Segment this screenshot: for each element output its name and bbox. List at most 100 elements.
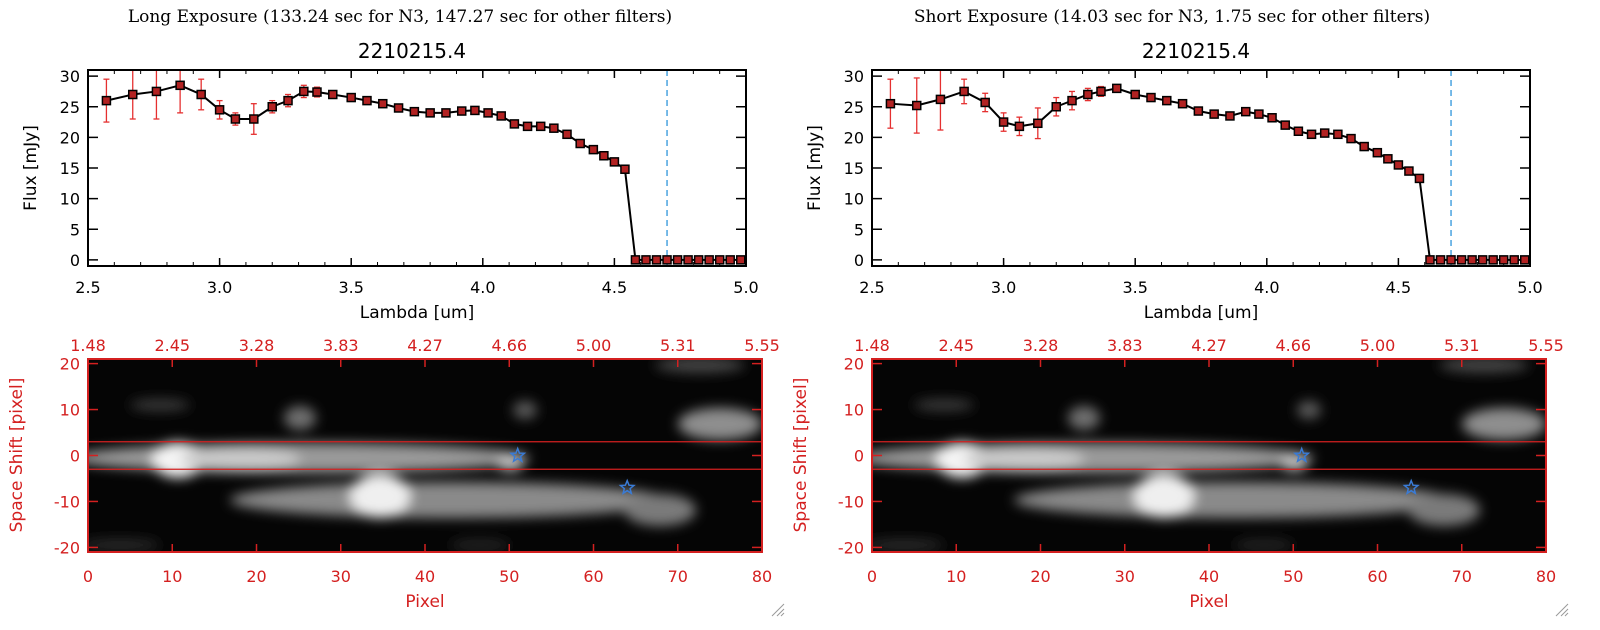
data-point xyxy=(175,80,185,91)
x-tick-label: 2.5 xyxy=(859,278,884,297)
image-y-tick-label: 0 xyxy=(854,447,864,466)
data-point xyxy=(1477,255,1488,265)
data-point xyxy=(441,108,451,118)
data-point xyxy=(588,144,599,155)
data-point xyxy=(620,164,630,174)
left-image-overlay: 0 10 20 30 40 50 60 70 80 1.48 2.45 3.28 3.83 4.27 4.6… xyxy=(54,336,780,586)
data-point xyxy=(1083,89,1093,100)
left-image-panel xyxy=(88,359,762,552)
data-point xyxy=(1162,95,1172,106)
data-point xyxy=(509,119,520,129)
data-point xyxy=(1359,141,1369,152)
data-point xyxy=(935,94,946,105)
x-tick-label: 4.0 xyxy=(1254,278,1279,297)
right-spectrum-frame xyxy=(871,69,1531,267)
data-point xyxy=(1267,113,1277,123)
data-point xyxy=(346,92,356,103)
data-point xyxy=(651,255,662,265)
image-y-tick-label: 10 xyxy=(844,401,864,420)
data-point xyxy=(959,86,969,97)
data-point xyxy=(980,97,990,108)
left-spectrum-plot: 2.5 3.0 3.5 4.0 4.5 5.0 0 5 10 15 20 25 30 xyxy=(60,67,759,297)
data-point xyxy=(214,105,225,115)
x-tick-label: 4.5 xyxy=(602,278,627,297)
data-point xyxy=(283,95,293,106)
data-point xyxy=(483,108,493,118)
image-top-tick-label: 3.83 xyxy=(323,336,359,355)
x-tick-label: 4.5 xyxy=(1386,278,1411,297)
x-tick-label: 2.5 xyxy=(75,278,100,297)
left-spectrum-ylabel: Flux [mJy] xyxy=(21,125,41,211)
x-tick-label: 5.0 xyxy=(1517,278,1542,297)
right-image-xlabel: Pixel xyxy=(1189,592,1228,612)
image-x-tick-label: 50 xyxy=(1283,567,1303,586)
data-point xyxy=(1033,118,1043,129)
data-point xyxy=(575,138,585,149)
data-point xyxy=(704,255,714,265)
data-point xyxy=(522,121,533,132)
image-x-tick-label: 70 xyxy=(668,567,688,586)
y-tick-label: 0 xyxy=(70,251,80,270)
data-point xyxy=(1498,255,1509,265)
data-point xyxy=(1293,126,1304,136)
image-x-tick-label: 30 xyxy=(331,567,351,586)
x-tick-label: 3.5 xyxy=(338,278,363,297)
x-tick-label: 3.5 xyxy=(1122,278,1147,297)
image-y-tick-label: -10 xyxy=(54,492,80,511)
image-top-tick-label: 2.45 xyxy=(154,336,190,355)
image-x-tick-label: 10 xyxy=(162,567,182,586)
y-tick-label: 25 xyxy=(844,98,864,117)
data-point xyxy=(885,98,896,109)
series-line xyxy=(106,84,741,261)
data-point xyxy=(562,129,572,140)
left-image-frame xyxy=(87,358,763,553)
left-header: Long Exposure (133.24 sec for N3, 147.27… xyxy=(128,7,672,27)
data-point xyxy=(409,106,420,117)
data-point xyxy=(1280,120,1290,130)
y-tick-label: 30 xyxy=(844,67,864,86)
data-point xyxy=(1193,106,1204,116)
right-spectrum-plot: 2.5 3.0 3.5 4.0 4.5 5.0 0 5 10 15 20 25 30 xyxy=(844,67,1543,297)
left-image-ylabel: Space Shift [pixel] xyxy=(7,378,27,533)
data-point xyxy=(1519,255,1530,265)
data-point xyxy=(599,151,609,161)
image-x-tick-label: 70 xyxy=(1452,567,1472,586)
image-y-tick-label: 20 xyxy=(844,355,864,374)
left-spectrum-frame xyxy=(87,69,747,267)
data-point xyxy=(683,255,693,265)
data-point xyxy=(196,89,206,100)
image-top-tick-label: 5.00 xyxy=(1360,336,1396,355)
data-point xyxy=(230,114,241,124)
image-y-tick-label: -20 xyxy=(838,538,864,557)
data-point xyxy=(1014,121,1025,132)
right-panel: Short Exposure (14.03 sec for N3, 1.75 s… xyxy=(791,7,1564,612)
image-x-tick-label: 20 xyxy=(246,567,266,586)
data-point xyxy=(456,106,467,116)
image-top-tick-label: 1.48 xyxy=(854,336,890,355)
left-resize-grip-icon[interactable] xyxy=(771,603,785,617)
right-image-ylabel: Space Shift [pixel] xyxy=(791,378,811,533)
data-point xyxy=(1456,255,1467,265)
y-tick-label: 30 xyxy=(60,67,80,86)
image-top-tick-label: 5.00 xyxy=(576,336,612,355)
data-point xyxy=(1306,129,1317,140)
data-point xyxy=(1404,166,1414,176)
data-point xyxy=(672,255,683,265)
right-image-overlay: 0 10 20 30 40 50 60 70 80 1.48 2.45 3.28 3.83 4.27 4.6… xyxy=(838,336,1564,586)
data-point xyxy=(1333,129,1343,140)
x-tick-label: 4.0 xyxy=(470,278,495,297)
data-point xyxy=(662,255,672,265)
image-x-tick-label: 80 xyxy=(752,567,772,586)
data-point xyxy=(1372,147,1383,158)
y-tick-label: 20 xyxy=(844,128,864,147)
data-point xyxy=(1488,255,1498,265)
right-resize-grip-icon[interactable] xyxy=(1555,603,1569,617)
data-point xyxy=(1240,106,1251,117)
data-point xyxy=(1414,173,1425,184)
image-y-tick-label: 10 xyxy=(60,401,80,420)
y-tick-label: 5 xyxy=(854,220,864,239)
series-line xyxy=(890,87,1525,261)
data-point xyxy=(714,255,725,265)
image-x-tick-label: 0 xyxy=(867,567,877,586)
